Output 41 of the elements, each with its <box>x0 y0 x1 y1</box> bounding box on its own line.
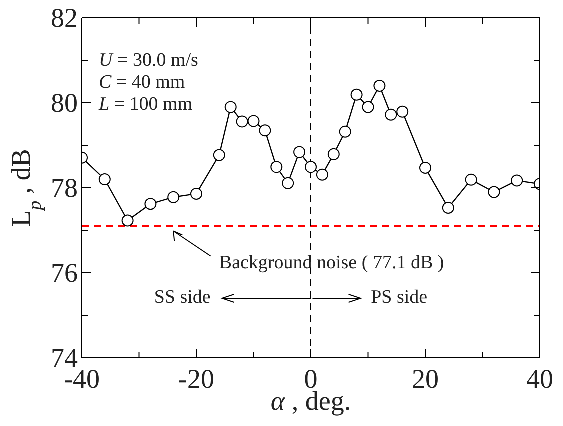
x-tick-label: 20 <box>412 364 439 394</box>
point <box>350 88 363 101</box>
point <box>328 148 340 160</box>
x-tick-label: -20 <box>178 364 214 394</box>
y-tick-label: 82 <box>51 3 78 33</box>
point <box>465 174 478 186</box>
point <box>316 168 328 181</box>
point <box>213 149 226 162</box>
point <box>442 202 454 214</box>
annotation: L = 100 mm <box>98 94 193 115</box>
ref-line-label: Background noise ( 77.1 dB ) <box>219 252 444 274</box>
point <box>270 161 283 174</box>
point <box>98 174 111 186</box>
point <box>190 188 202 200</box>
point <box>374 80 386 92</box>
point <box>488 186 500 198</box>
annotation: U = 30.0 m/s <box>99 50 198 71</box>
point <box>362 101 374 114</box>
y-tick-label: 74 <box>51 343 78 373</box>
y-tick-label: 76 <box>51 258 78 288</box>
point <box>385 108 398 121</box>
point <box>511 174 524 187</box>
point <box>236 116 248 128</box>
point <box>305 161 317 174</box>
point <box>420 162 432 174</box>
y-tick-label: 80 <box>51 88 78 118</box>
point <box>168 191 180 204</box>
annotation: C = 40 mm <box>99 72 186 93</box>
point <box>294 146 306 158</box>
point <box>144 198 157 210</box>
y-tick-label: 78 <box>51 173 78 203</box>
point <box>339 126 352 138</box>
point <box>248 115 260 128</box>
point <box>259 124 272 137</box>
point <box>224 101 237 114</box>
point <box>122 214 134 227</box>
x-tick-label: 40 <box>526 364 554 394</box>
point <box>282 177 294 190</box>
annotation: SS side <box>154 286 211 308</box>
point <box>396 106 409 118</box>
annotation: PS side <box>371 286 428 308</box>
